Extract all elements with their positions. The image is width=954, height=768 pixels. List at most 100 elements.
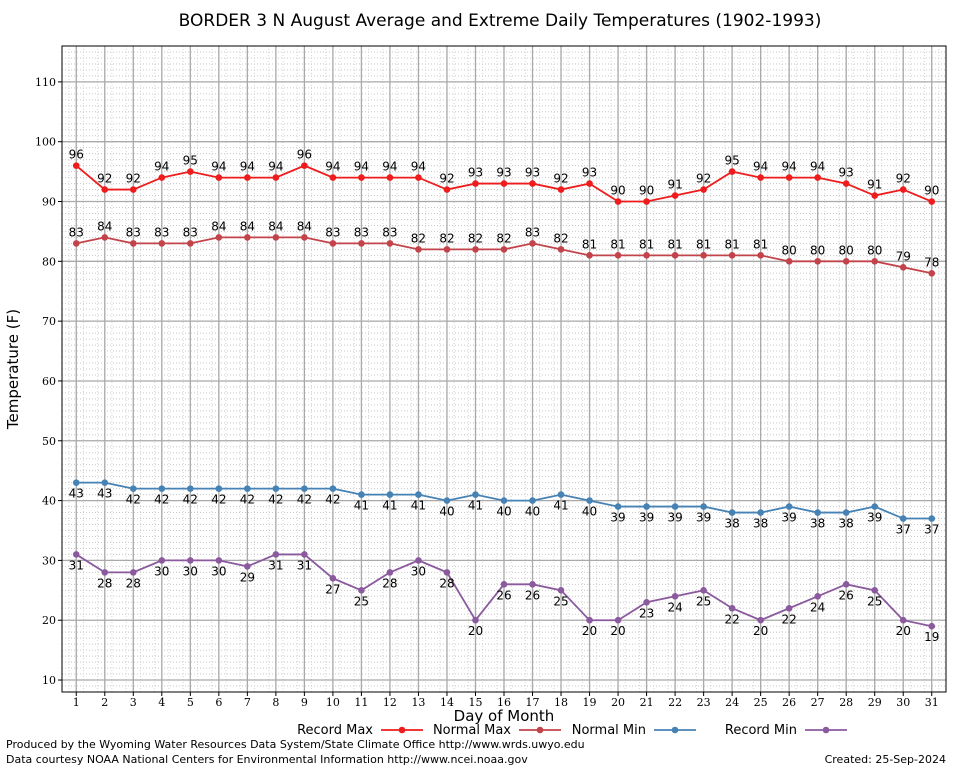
normal-max-point xyxy=(215,234,223,241)
normal-min-data-label: 40 xyxy=(496,505,511,519)
y-axis-label: Temperature (F) xyxy=(4,309,22,430)
record-min-point xyxy=(272,551,280,558)
normal-max-data-label: 81 xyxy=(753,237,768,251)
record-max-point xyxy=(700,186,707,193)
x-tick-label: 15 xyxy=(468,696,482,709)
x-tick-label: 16 xyxy=(497,696,511,709)
record-max-point xyxy=(643,198,650,205)
record-max-data-label: 93 xyxy=(468,166,483,180)
record-max-point xyxy=(244,174,251,181)
normal-min-data-label: 42 xyxy=(325,493,340,507)
record-min-data-label: 22 xyxy=(724,612,739,626)
record-max-data-label: 90 xyxy=(924,184,939,198)
record-min-point xyxy=(529,581,536,588)
normal-min-data-label: 39 xyxy=(610,511,625,525)
record-max-data-label: 94 xyxy=(411,160,426,174)
normal-min-point xyxy=(785,503,793,510)
record-max-point xyxy=(472,180,479,187)
normal-min-data-label: 37 xyxy=(896,523,911,537)
record-max-data-label: 91 xyxy=(667,178,682,192)
x-tick-label: 7 xyxy=(244,696,251,709)
normal-max-point xyxy=(72,240,80,247)
x-tick-label: 2 xyxy=(101,696,108,709)
normal-min-data-label: 38 xyxy=(724,517,739,531)
record-max-data-label: 95 xyxy=(724,154,739,168)
record-max-data-label: 91 xyxy=(867,178,882,192)
record-min-point xyxy=(329,575,337,582)
normal-max-data-label: 80 xyxy=(782,243,797,257)
normal-min-data-label: 37 xyxy=(924,523,939,537)
normal-max-data-label: 84 xyxy=(97,219,112,233)
normal-min-data-label: 42 xyxy=(183,493,198,507)
y-tick-label: 110 xyxy=(35,76,56,89)
normal-max-point xyxy=(529,240,536,247)
record-max-series: 96 92 92 94 95 94 94 94 96 94 94 94 94 92 93 93 93 92 93 90… xyxy=(69,148,939,205)
record-max-data-label: 94 xyxy=(354,160,369,174)
normal-max-data-label: 83 xyxy=(325,225,340,239)
x-tick-label: 28 xyxy=(839,696,853,709)
normal-min-series: 43 43 42 42 42 42 42 42 42 42 41 41 41 40 41 40 40 41 40 39… xyxy=(69,479,939,537)
normal-max-point xyxy=(272,234,280,241)
normal-max-point xyxy=(586,252,593,259)
normal-max-data-label: 83 xyxy=(69,225,84,239)
record-max-point xyxy=(215,174,223,181)
normal-max-data-label: 82 xyxy=(468,231,483,245)
record-max-data-label: 94 xyxy=(211,160,226,174)
series: 96 92 92 94 95 94 94 94 96 94 94 94 94 92 93 93 93 92 93 90… xyxy=(69,148,940,645)
record-max-point xyxy=(899,186,907,193)
normal-max-point xyxy=(614,252,622,259)
record-max-data-label: 94 xyxy=(810,160,825,174)
normal-max-point xyxy=(158,240,166,247)
record-max-point xyxy=(129,186,137,193)
record-max-point xyxy=(557,186,565,193)
record-min-legend-label: Record Min xyxy=(725,723,797,738)
record-min-point xyxy=(129,569,137,576)
record-max-point xyxy=(386,174,394,181)
y-tick-label: 70 xyxy=(42,315,56,328)
y-tick-label: 80 xyxy=(42,255,56,268)
normal-min-data-label: 42 xyxy=(211,493,226,507)
x-tick-label: 1 xyxy=(73,696,80,709)
record-min-data-label: 26 xyxy=(496,588,511,602)
normal-min-data-label: 40 xyxy=(525,505,540,519)
x-tick-label: 26 xyxy=(782,696,796,709)
normal-min-data-label: 39 xyxy=(867,511,882,525)
x-tick-label: 17 xyxy=(526,696,540,709)
record-min-point xyxy=(785,604,793,612)
record-min-point xyxy=(158,557,166,564)
record-min-point xyxy=(757,616,764,624)
normal-min-data-label: 40 xyxy=(582,505,597,519)
normal-min-point xyxy=(899,515,907,522)
record-min-point xyxy=(586,616,593,624)
normal-max-point xyxy=(244,234,251,241)
normal-max-point xyxy=(472,246,479,253)
legend: Record Max Normal Max Normal Min Record Min xyxy=(297,723,847,738)
record-min-point xyxy=(101,569,109,576)
record-min-data-label: 20 xyxy=(610,624,625,638)
normal-max-point xyxy=(386,240,394,247)
normal-min-data-label: 38 xyxy=(753,517,768,531)
x-tick-label: 21 xyxy=(640,696,654,709)
normal-max-point xyxy=(643,252,650,259)
normal-max-point xyxy=(101,234,109,241)
record-max-point xyxy=(358,174,365,181)
record-min-data-label: 28 xyxy=(382,576,397,590)
x-tick-label: 31 xyxy=(925,696,939,709)
y-tick-label: 100 xyxy=(35,136,56,149)
record-max-data-label: 94 xyxy=(782,160,797,174)
record-min-data-label: 30 xyxy=(183,564,198,578)
record-min-point xyxy=(899,616,907,624)
normal-min-point xyxy=(129,485,137,492)
grid xyxy=(62,45,946,693)
normal-min-point xyxy=(272,485,280,492)
normal-max-data-label: 83 xyxy=(154,225,169,239)
normal-min-point xyxy=(586,497,593,504)
footer-produced-by: Produced by the Wyoming Water Resources … xyxy=(6,738,585,751)
normal-min-data-label: 39 xyxy=(667,511,682,525)
record-max-data-label: 93 xyxy=(839,166,854,180)
normal-min-data-label: 42 xyxy=(126,493,141,507)
record-min-point xyxy=(643,598,650,606)
x-tick-label: 30 xyxy=(896,696,910,709)
normal-min-point xyxy=(500,497,508,504)
normal-max-data-label: 84 xyxy=(268,219,283,233)
